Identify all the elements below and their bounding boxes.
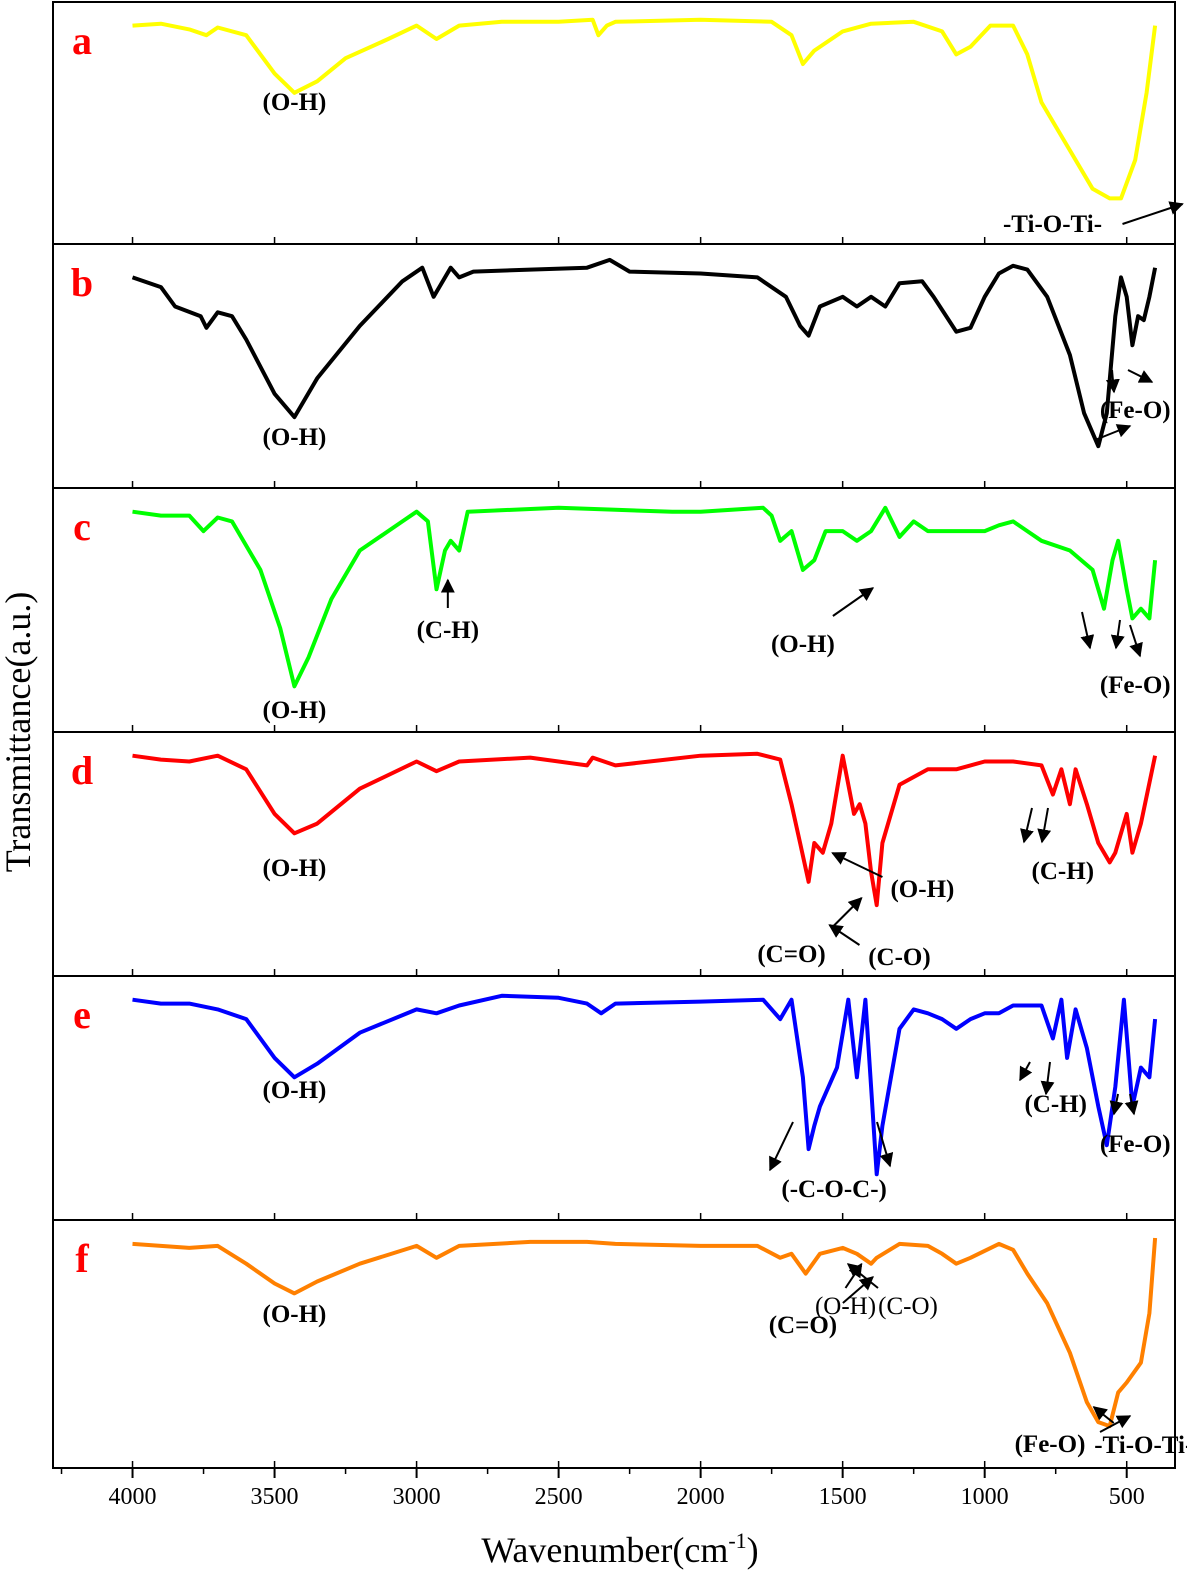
annotation-f-2: (C=O) — [769, 1312, 837, 1339]
spectrum-line-a — [132, 17, 1158, 201]
annotation-a-2: -Ti-O-Ti- — [1003, 211, 1102, 238]
y-axis-title: Transmittance(a.u.) — [0, 592, 38, 873]
annotation-f-6: -Ti-O-Ti- — [1094, 1432, 1187, 1459]
x-tick-label: 1000 — [961, 1484, 1009, 1510]
x-tick-label: 3000 — [393, 1484, 441, 1510]
annotation-d-2: (C=O) — [757, 941, 825, 968]
x-tick-label: 2500 — [535, 1484, 583, 1510]
annotation-e-3: (C-H) — [1024, 1091, 1086, 1118]
annotation-arrow — [1037, 807, 1052, 844]
annotation-d-4: (C-O) — [868, 944, 930, 971]
panel-c: c (O-H) (C-H) (O-H) (Fe-O) — [73, 504, 1171, 724]
annotation-arrow — [830, 897, 863, 929]
annotation-arrow — [1020, 807, 1034, 844]
annotation-e-4: (Fe-O) — [1100, 1131, 1171, 1158]
spectrum-line-c — [132, 505, 1158, 689]
annotation-c-1: (O-H) — [263, 697, 327, 724]
panel-a: a (O-H) -Ti-O-Ti- — [72, 17, 1184, 238]
annotation-f-5: (Fe-O) — [1015, 1431, 1086, 1458]
x-axis: 4000 3500 3000 2500 2000 1500 1000 500 — [60, 237, 1145, 1510]
annotation-arrow — [1099, 1415, 1132, 1433]
x-axis-title: Wavenumber(cm-1) — [481, 1528, 758, 1570]
annotation-c-4: (Fe-O) — [1100, 672, 1171, 699]
spectrum-line-e — [132, 993, 1158, 1177]
x-tick-label: 2000 — [677, 1484, 725, 1510]
panel-d: d (O-H) (C=O) (O-H) (C-O) (C-H) — [71, 748, 1158, 971]
annotation-f-3: (O-H) — [815, 1293, 876, 1320]
annotation-arrow — [1129, 624, 1143, 658]
annotation-arrow — [842, 1276, 874, 1304]
annotation-d-1: (O-H) — [263, 855, 327, 882]
annotation-arrow — [876, 1121, 894, 1168]
annotation-e-2: (-C-O-C-) — [781, 1176, 887, 1203]
annotation-arrow — [846, 1263, 879, 1289]
plot-border — [52, 1, 1176, 1469]
annotation-d-3: (O-H) — [890, 876, 954, 903]
annotation-arrow — [769, 1121, 794, 1172]
panel-f: f(O-H) (C=O)(O-H) (C-O)(Fe-O) -Ti-O-Ti- — [75, 1236, 1187, 1459]
panel-letter-f: f — [75, 1236, 89, 1281]
annotation-b-1: (O-H) — [263, 424, 327, 451]
annotation-arrow — [1110, 619, 1125, 650]
x-tick-label: 3500 — [251, 1484, 299, 1510]
annotation-a-1: (O-H) — [263, 89, 327, 116]
annotation-arrow — [828, 924, 861, 946]
annotation-c-2: (C-H) — [417, 617, 479, 644]
panel-letter-d: d — [71, 748, 93, 793]
annotation-arrow — [1127, 369, 1154, 383]
plot-frame — [52, 1, 1176, 1469]
annotation-arrow — [831, 852, 883, 878]
spectrum-line-d — [132, 751, 1158, 908]
annotation-b-2: (Fe-O) — [1100, 397, 1171, 424]
x-tick-label: 1500 — [819, 1484, 867, 1510]
annotation-c-3: (O-H) — [771, 631, 835, 658]
annotation-d-5: (C-H) — [1032, 858, 1094, 885]
annotation-e-1: (O-H) — [263, 1077, 327, 1104]
x-tick-label: 500 — [1109, 1484, 1145, 1510]
panel-e: e (O-H) (-C-O-C-) (C-H) (Fe-O) — [73, 992, 1171, 1203]
annotation-arrow — [1105, 369, 1120, 394]
panel-letter-c: c — [73, 504, 91, 549]
x-axis-title-superscript: -1 — [728, 1528, 746, 1553]
panel-b: b (O-H) (Fe-O) — [71, 257, 1171, 451]
annotation-arrow — [1122, 201, 1184, 225]
panel-letter-a: a — [72, 18, 92, 63]
annotation-arrow — [1080, 611, 1095, 650]
annotation-arrow — [1124, 1093, 1139, 1116]
spectrum-line-f — [132, 1237, 1158, 1429]
panel-letter-b: b — [71, 260, 93, 305]
annotation-arrow — [1019, 1061, 1033, 1082]
annotation-arrow — [832, 587, 875, 617]
annotation-arrow — [1094, 424, 1132, 441]
x-axis-title-main: Wavenumber(cm — [481, 1530, 728, 1570]
panel-letter-e: e — [73, 992, 91, 1037]
annotation-f-4: (C-O) — [878, 1293, 938, 1320]
annotation-arrow — [1040, 1061, 1055, 1096]
annotation-arrow — [1092, 1406, 1115, 1424]
x-axis-title-close: ) — [747, 1530, 759, 1570]
spectrum-line-b — [131, 257, 1158, 449]
x-tick-label: 4000 — [109, 1484, 157, 1510]
spectra-panels: a (O-H) -Ti-O-Ti-b (O-H) (Fe-O) c (O-H) (C-H) (O… — [71, 17, 1187, 1459]
annotation-f-1: (O-H) — [263, 1301, 327, 1328]
annotation-arrow — [1109, 1093, 1124, 1116]
